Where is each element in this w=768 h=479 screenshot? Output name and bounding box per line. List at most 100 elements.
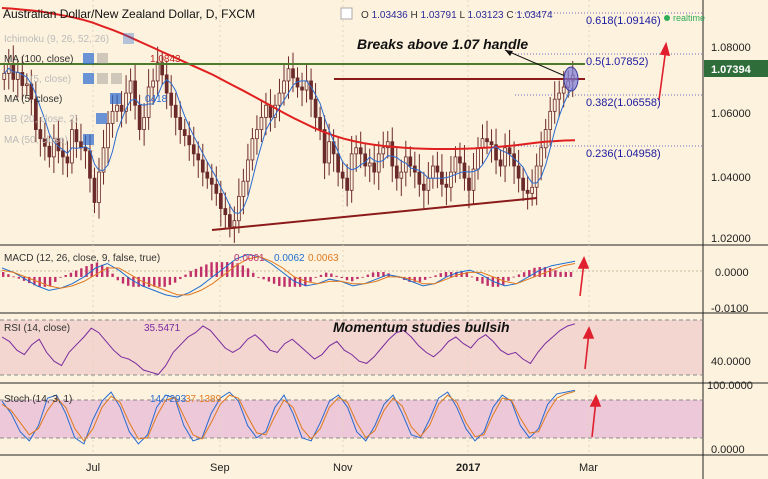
candle-body: [521, 177, 525, 191]
o-label: O: [361, 10, 369, 21]
realtime-label: realtime: [673, 13, 705, 23]
candle-body: [503, 147, 507, 167]
macd-histogram-bar: [470, 276, 474, 278]
candle-body: [363, 153, 368, 167]
stoch-value-1: 14.7293: [150, 394, 187, 405]
fib-lines: [515, 12, 703, 147]
macd-histogram-bar: [413, 276, 416, 282]
macd-histogram-bar: [121, 276, 125, 284]
candle-body: [548, 110, 553, 130]
macd-histogram-bar: [366, 274, 370, 277]
svg-text:O 1.03436 H 1.03791 L 1.03123: O 1.03436 H 1.03791 L 1.03123 C 1.03474: [361, 10, 553, 21]
macd-histogram-bar: [241, 265, 245, 277]
ichimoku-label: Ichimoku (9, 26, 52, 26): [4, 34, 109, 45]
ma100-label: MA (100, close): [4, 54, 73, 65]
macd-histogram-bar: [330, 273, 333, 277]
breakout-highlight: [563, 66, 579, 92]
candle-body: [38, 129, 43, 140]
candle-body: [133, 80, 137, 106]
candle-body: [390, 141, 395, 167]
c-label: C: [506, 10, 513, 21]
macd-histogram-bar: [54, 276, 57, 282]
bb-eye-icon[interactable]: [96, 113, 107, 124]
macd-histogram-bar: [7, 274, 10, 277]
high-value: 1.03791: [421, 10, 458, 21]
candle-body: [417, 171, 422, 185]
ichimoku-eye-icon[interactable]: [123, 33, 134, 44]
candle-body: [33, 98, 38, 130]
macd-histogram-bar: [252, 272, 255, 277]
momentum-annotation: Momentum studies bullsih: [333, 319, 510, 335]
candle-body: [223, 208, 228, 216]
candle-body: [340, 171, 345, 179]
macd-histogram-bar: [48, 276, 52, 287]
macd-histogram-bar: [481, 276, 484, 284]
macd-histogram-bar: [59, 276, 62, 278]
candle-body: [277, 92, 282, 106]
last-price-badge: [704, 60, 768, 77]
candle-body: [507, 147, 512, 155]
header-settings-button[interactable]: [340, 7, 353, 20]
candle-body: [218, 192, 223, 209]
stoch-value-2: 37.1389: [185, 394, 222, 405]
macd-value-2: 0.0062: [274, 253, 305, 264]
fib-382-label: 0.382(1.06558): [586, 97, 661, 109]
macd-histogram-bar: [225, 262, 229, 277]
macd-histogram-bar: [116, 276, 119, 281]
pane-titles: MACD (12, 26, close, 9, false, true) 0.0…: [4, 253, 339, 405]
macd-histogram-bar: [382, 272, 385, 277]
candle-body: [182, 129, 187, 137]
candle-body: [255, 129, 259, 140]
macd-histogram-bar: [95, 262, 99, 277]
macd-histogram-bar: [356, 276, 359, 280]
candle-body: [435, 165, 440, 173]
candle-body: [128, 80, 133, 94]
macd-histogram-bar: [345, 276, 349, 281]
candle-body: [119, 104, 124, 112]
macd-histogram-bar: [371, 272, 375, 277]
macd-histogram-bar: [512, 276, 515, 278]
fib-618-label: 0.618(1.09146): [586, 15, 661, 27]
macd-tick-zero: 0.0000: [715, 267, 749, 279]
macd-histogram-bar: [147, 276, 151, 287]
macd-histogram-bar: [12, 276, 15, 278]
ma100-eye-icon[interactable]: [83, 53, 94, 64]
macd-histogram-bar: [569, 272, 573, 277]
macd-histogram-bar: [528, 270, 531, 277]
macd-histogram-bar: [465, 272, 469, 277]
candle-body: [462, 162, 467, 179]
macd-histogram-bar: [153, 276, 156, 287]
breaks-annotation: Breaks above 1.07 handle: [357, 36, 528, 52]
fib-236-label: 0.236(1.04958): [586, 148, 661, 160]
candle-body: [444, 183, 449, 188]
ma5-label: MA (5, close): [4, 94, 62, 105]
macd-histogram-bar: [288, 276, 291, 287]
macd-histogram-bar: [554, 270, 557, 277]
candle-body: [137, 104, 142, 130]
ema-settings-icon[interactable]: [97, 73, 108, 84]
stoch-d-line: [1, 390, 576, 442]
ma100-settings-icon[interactable]: [97, 53, 108, 64]
macd-histogram-bar: [533, 267, 536, 277]
candle-body: [43, 138, 47, 147]
ma50-eye-icon[interactable]: [83, 134, 94, 145]
y-tick-104: 1.04000: [711, 172, 751, 184]
macd-histogram-bar: [257, 276, 260, 278]
ma5-eye-icon[interactable]: [110, 93, 121, 104]
macd-histogram-bar: [262, 276, 265, 280]
candle-body: [498, 159, 503, 167]
macd-histogram-bar: [559, 272, 562, 277]
candle-body: [88, 150, 92, 179]
open-value: 1.03436: [372, 10, 409, 21]
price-axis: 1.08000 1.06000 1.04000 1.02000 1.07394 …: [704, 42, 768, 456]
candle-body: [300, 86, 304, 91]
candle-body: [449, 171, 453, 188]
macd-histogram-bar: [351, 276, 354, 282]
macd-histogram-bar: [564, 272, 567, 277]
macd-histogram-bar: [408, 276, 411, 282]
x-tick-nov: Nov: [333, 462, 353, 474]
ema-remove-icon[interactable]: [111, 73, 122, 84]
ema-eye-icon[interactable]: [83, 73, 94, 84]
macd-histogram-bar: [246, 268, 250, 277]
